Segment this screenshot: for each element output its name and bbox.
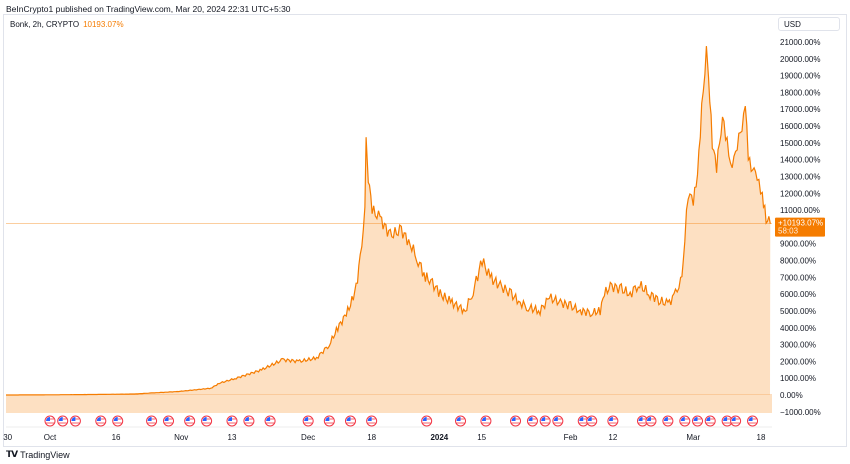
y-tick-label: −1000.00% bbox=[780, 408, 821, 417]
price-line bbox=[6, 46, 771, 396]
area-fill bbox=[6, 46, 771, 395]
y-tick-label: 9000.00% bbox=[780, 240, 816, 249]
us-flag-event-icon[interactable] bbox=[721, 415, 733, 427]
y-tick-label: 14000.00% bbox=[780, 156, 820, 165]
us-flag-event-icon[interactable] bbox=[146, 415, 158, 427]
us-flag-event-icon[interactable] bbox=[636, 415, 648, 427]
x-tick-label: 2024 bbox=[430, 433, 448, 442]
us-flag-event-icon[interactable] bbox=[366, 415, 378, 427]
us-flag-event-icon[interactable] bbox=[704, 415, 716, 427]
us-flag-event-icon[interactable] bbox=[421, 415, 433, 427]
price-tag-countdown: 58:03 bbox=[778, 227, 799, 236]
y-tick-label: 4000.00% bbox=[780, 324, 816, 333]
tradingview-footer: 𝗧𝗩 TradingView bbox=[6, 449, 70, 460]
us-flag-event-icon[interactable] bbox=[302, 415, 314, 427]
us-flag-event-icon[interactable] bbox=[69, 415, 81, 427]
us-flag-event-icon[interactable] bbox=[539, 415, 551, 427]
y-tick-label: 18000.00% bbox=[780, 88, 820, 97]
us-flag-event-icon[interactable] bbox=[607, 415, 619, 427]
y-tick-label: 7000.00% bbox=[780, 273, 816, 282]
currency-selector[interactable]: USD bbox=[778, 17, 840, 31]
y-tick-label: 1000.00% bbox=[780, 374, 816, 383]
us-flag-event-icon[interactable] bbox=[264, 415, 276, 427]
last-price-tag: +10193.07%58:03 bbox=[775, 217, 825, 237]
y-tick-label: 5000.00% bbox=[780, 307, 816, 316]
x-tick-label: 30 bbox=[3, 433, 12, 442]
y-tick-label: 3000.00% bbox=[780, 341, 816, 350]
price-tag-value: +10193.07% bbox=[778, 219, 823, 228]
published-by: BeInCrypto1 published on TradingView.com… bbox=[6, 4, 291, 14]
y-tick-label: 12000.00% bbox=[780, 189, 820, 198]
us-flag-event-icon[interactable] bbox=[586, 415, 598, 427]
us-flag-event-icon[interactable] bbox=[344, 415, 356, 427]
us-flag-event-icon[interactable] bbox=[679, 415, 691, 427]
us-flag-event-icon[interactable] bbox=[44, 415, 56, 427]
us-flag-event-icon[interactable] bbox=[243, 415, 255, 427]
y-tick-label: 8000.00% bbox=[780, 257, 816, 266]
x-tick-label: 12 bbox=[608, 433, 617, 442]
x-tick-label: 16 bbox=[112, 433, 121, 442]
y-tick-label: 21000.00% bbox=[780, 38, 820, 47]
us-flag-event-icon[interactable] bbox=[730, 415, 742, 427]
y-tick-label: 15000.00% bbox=[780, 139, 820, 148]
y-tick-label: 20000.00% bbox=[780, 55, 820, 64]
x-tick-label: Nov bbox=[174, 433, 188, 442]
y-tick-label: 0.00% bbox=[780, 391, 803, 400]
x-tick-label: Oct bbox=[44, 433, 57, 442]
us-flag-event-icon[interactable] bbox=[645, 415, 657, 427]
us-flag-event-icon[interactable] bbox=[455, 415, 467, 427]
us-flag-event-icon[interactable] bbox=[201, 415, 213, 427]
us-flag-event-icon[interactable] bbox=[526, 415, 538, 427]
brand-label: TradingView bbox=[20, 449, 70, 460]
y-tick-label: 11000.00% bbox=[780, 206, 820, 215]
tradingview-logo-icon: 𝗧𝗩 bbox=[6, 449, 18, 459]
symbol-legend: Bonk, 2h, CRYPTO 10193.07% bbox=[10, 20, 124, 29]
y-tick-label: 17000.00% bbox=[780, 105, 820, 114]
us-flag-event-icon[interactable] bbox=[552, 415, 564, 427]
us-flag-event-icon[interactable] bbox=[163, 415, 175, 427]
us-flag-event-icon[interactable] bbox=[112, 415, 124, 427]
y-tick-label: 19000.00% bbox=[780, 72, 820, 81]
us-flag-event-icon[interactable] bbox=[480, 415, 492, 427]
us-flag-event-icon[interactable] bbox=[662, 415, 674, 427]
x-tick-label: Mar bbox=[686, 433, 700, 442]
us-flag-event-icon[interactable] bbox=[323, 415, 335, 427]
chart-frame bbox=[3, 14, 847, 447]
y-tick-label: 2000.00% bbox=[780, 357, 816, 366]
y-tick-label: 13000.00% bbox=[780, 172, 820, 181]
x-tick-label: 15 bbox=[477, 433, 486, 442]
x-tick-label: 13 bbox=[228, 433, 237, 442]
us-flag-event-icon[interactable] bbox=[184, 415, 196, 427]
x-tick-label: 18 bbox=[757, 433, 766, 442]
x-tick-label: Dec bbox=[301, 433, 315, 442]
x-tick-label: 18 bbox=[367, 433, 376, 442]
event-band bbox=[6, 395, 772, 413]
legend-value: 10193.07% bbox=[83, 20, 124, 29]
us-flag-event-icon[interactable] bbox=[510, 415, 522, 427]
us-flag-event-icon[interactable] bbox=[95, 415, 107, 427]
us-flag-event-icon[interactable] bbox=[747, 415, 759, 427]
symbol-label: Bonk, 2h, CRYPTO bbox=[10, 20, 80, 29]
y-tick-label: 16000.00% bbox=[780, 122, 820, 131]
x-tick-label: Feb bbox=[564, 433, 578, 442]
us-flag-event-icon[interactable] bbox=[226, 415, 238, 427]
us-flag-event-icon[interactable] bbox=[692, 415, 704, 427]
y-tick-label: 6000.00% bbox=[780, 290, 816, 299]
us-flag-event-icon[interactable] bbox=[57, 415, 69, 427]
